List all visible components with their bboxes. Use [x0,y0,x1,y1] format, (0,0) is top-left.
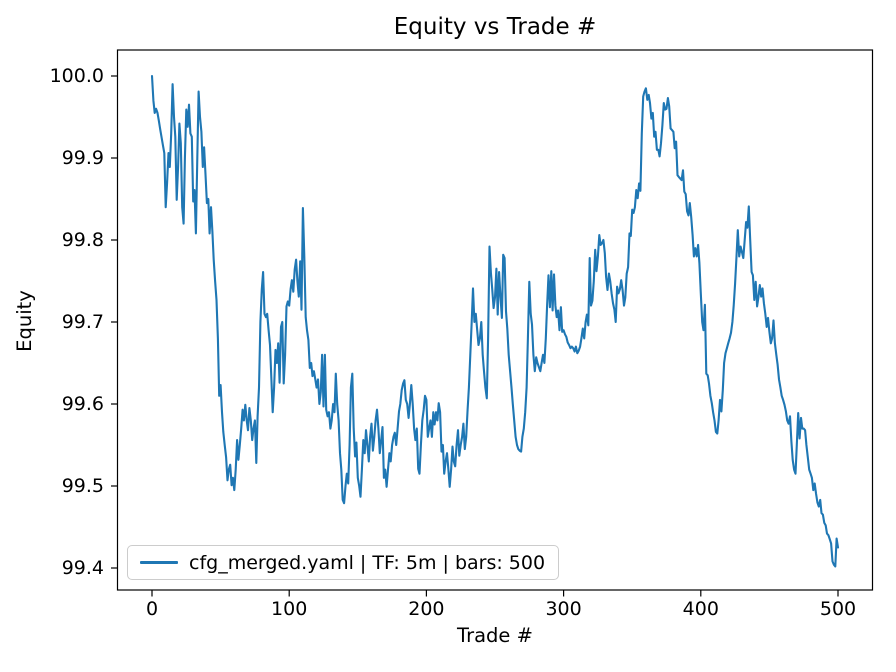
legend-line-sample [140,561,178,564]
x-axis-label: Trade # [457,624,533,647]
x-tick-label: 0 [145,598,159,620]
y-tick-label: 99.4 [61,557,104,579]
legend-label: cfg_merged.yaml | TF: 5m | bars: 500 [189,551,546,574]
y-tick-label: 99.7 [61,311,104,333]
chart-title: Equity vs Trade # [393,14,597,40]
x-tick-label: 300 [545,598,582,620]
y-tick-label: 99.9 [61,147,104,169]
legend: cfg_merged.yaml | TF: 5m | bars: 500 [127,545,560,580]
x-tick-label: 200 [408,598,445,620]
x-tick-label: 100 [271,598,308,620]
axes-frame [116,49,874,591]
tick-marks [111,75,839,597]
x-tick-label: 500 [819,598,857,620]
x-tick-label: 400 [682,598,719,620]
y-tick-label: 99.6 [61,393,104,415]
y-tick-label: 100.0 [49,65,104,87]
equity-curve [150,74,840,568]
y-tick-label: 99.5 [61,475,104,497]
y-tick-label: 99.8 [61,229,104,251]
